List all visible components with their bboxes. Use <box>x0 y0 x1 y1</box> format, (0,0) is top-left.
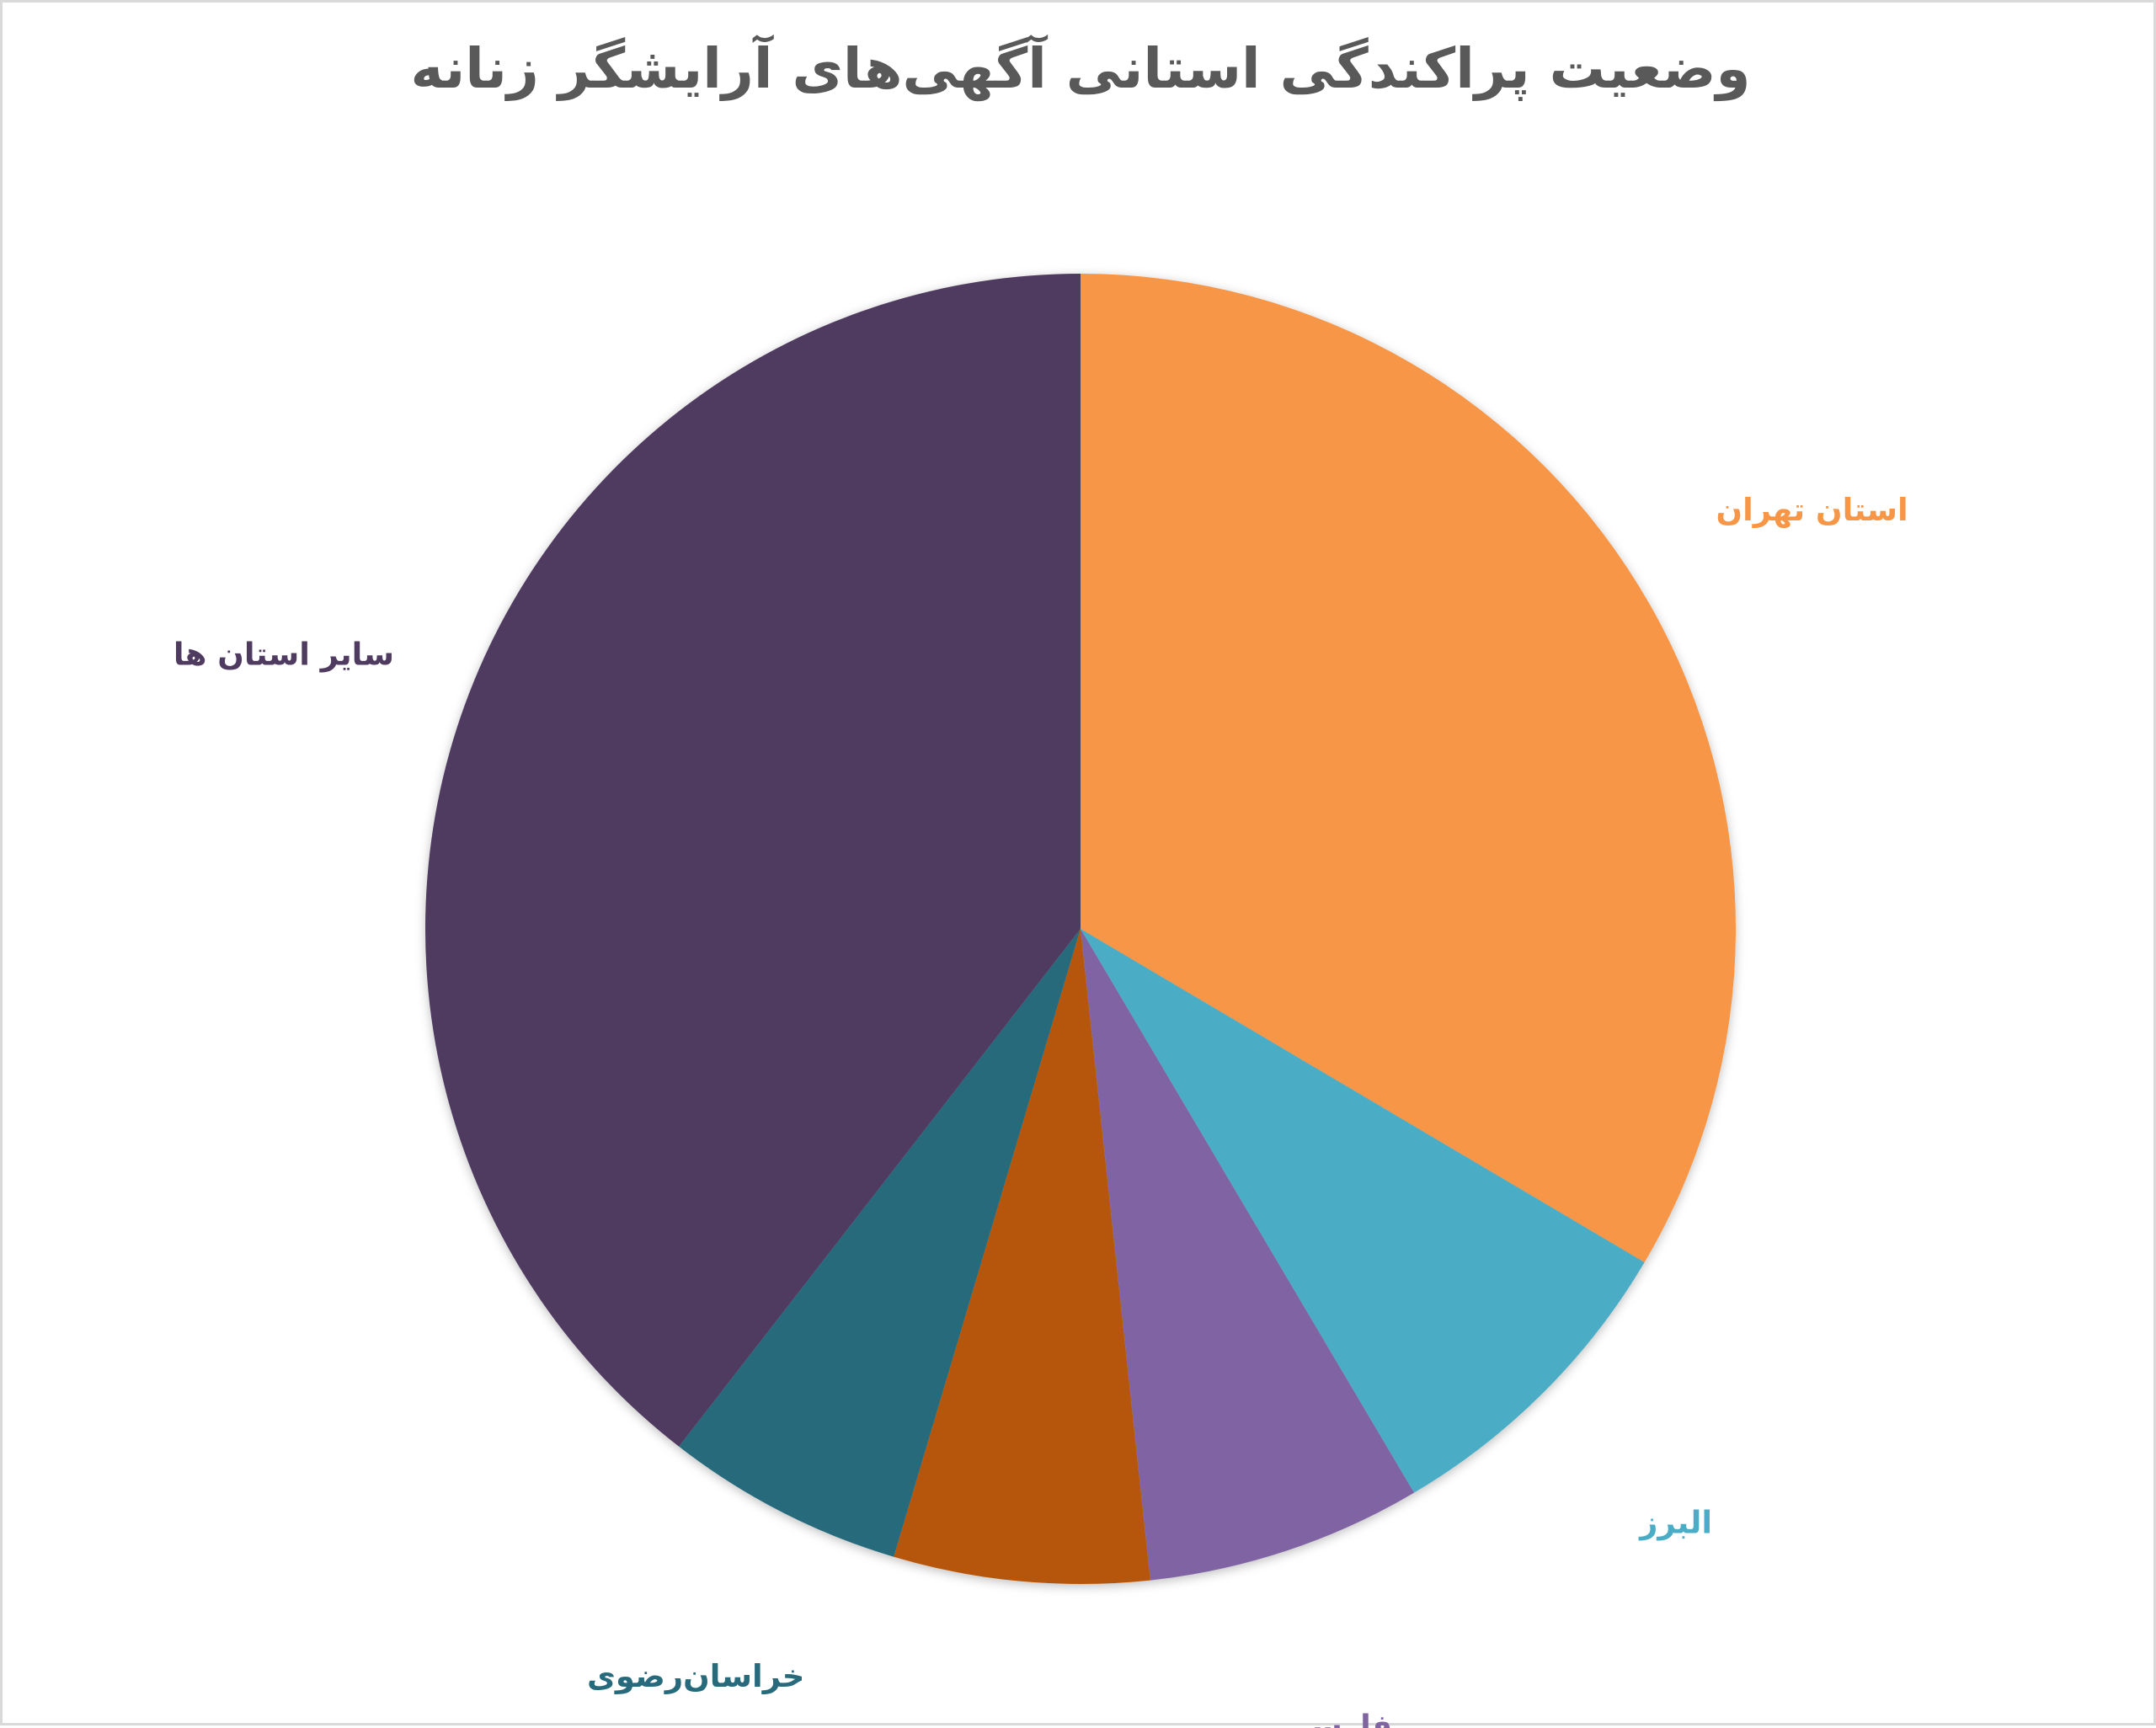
pie-slice-label: خراسان‌رضوی <box>587 1658 804 1694</box>
pie-slices <box>425 274 1737 1585</box>
pie-slice <box>894 929 1150 1585</box>
pie-labels: استان تهرانالبرزفارسخوزستانخراسان‌رضویسا… <box>173 492 1908 1728</box>
chart-title: وضعیت پراکندگی استانی آگهی‌های آرایشگر ز… <box>410 36 1751 101</box>
pie-slice <box>1081 929 1645 1493</box>
pie-slice-label: سایر استان ها <box>173 637 394 673</box>
pie-slice-label: فارس <box>1299 1709 1392 1728</box>
pie-slice <box>679 929 1081 1557</box>
pie-slice <box>425 274 1081 1447</box>
pie-chart: استان تهرانالبرزفارسخوزستانخراسان‌رضویسا… <box>173 274 1908 1728</box>
pie-slice-label: استان تهران <box>1716 492 1908 528</box>
pie-slice-label: البرز <box>1638 1505 1712 1541</box>
pie-slice <box>1081 274 1737 1263</box>
pie-slice <box>1081 929 1415 1581</box>
